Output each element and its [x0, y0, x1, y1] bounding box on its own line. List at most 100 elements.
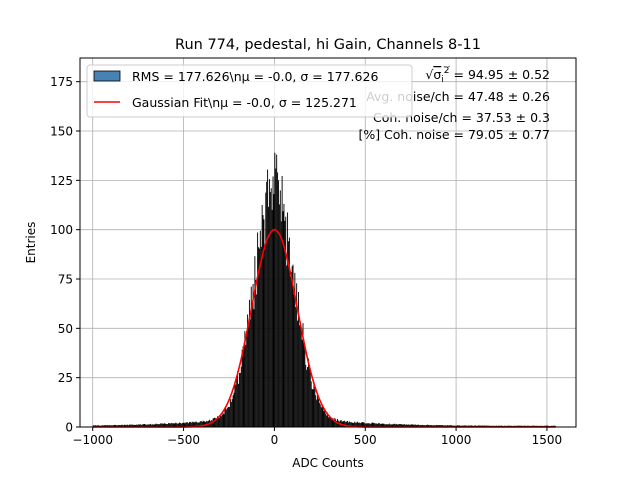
- histogram-bar: [458, 425, 460, 427]
- histogram-bar: [385, 424, 387, 427]
- histogram-bar: [427, 424, 428, 427]
- histogram-bar: [417, 424, 419, 427]
- histogram-bar: [213, 417, 215, 427]
- histogram-bar: [194, 422, 196, 427]
- histogram-bar: [330, 418, 332, 427]
- histogram-bar: [140, 424, 142, 427]
- histogram-bar: [136, 424, 138, 427]
- histogram-bar: [160, 423, 162, 427]
- histogram-bar: [115, 425, 117, 427]
- histogram-bar: [371, 422, 373, 427]
- histogram-bar: [407, 424, 409, 427]
- histogram-bar: [442, 425, 444, 427]
- histogram-bar: [318, 398, 319, 427]
- histogram-bar: [415, 424, 417, 427]
- histogram-bar: [390, 424, 392, 427]
- histogram-bar: [119, 425, 120, 427]
- histogram-bar: [149, 424, 150, 427]
- histogram-bar: [241, 349, 243, 427]
- histogram-bar: [159, 424, 160, 427]
- histogram-bar: [211, 420, 213, 427]
- histogram-bar: [231, 399, 233, 427]
- histogram-bar: [416, 424, 418, 427]
- histogram-bar: [244, 331, 246, 427]
- histogram-bar: [163, 423, 165, 427]
- histogram-bar: [296, 283, 298, 427]
- histogram-bar: [343, 421, 345, 427]
- histogram-bar: [109, 425, 110, 427]
- histogram-bar: [308, 366, 310, 427]
- histogram-bar: [145, 424, 147, 427]
- histogram-bar: [362, 422, 364, 427]
- histogram-bar: [218, 417, 220, 427]
- histogram-bar: [102, 425, 104, 427]
- y-tick-label: 175: [50, 75, 73, 89]
- histogram-bar: [358, 422, 360, 427]
- histogram-bar: [191, 421, 193, 427]
- histogram-bar: [456, 425, 458, 427]
- histogram-bar: [465, 425, 467, 427]
- histogram-bar: [449, 425, 451, 427]
- histogram-bar: [268, 206, 269, 427]
- histogram-bar: [178, 423, 180, 427]
- histogram-bar: [215, 418, 217, 427]
- histogram-bar: [189, 421, 191, 427]
- histogram-bar: [427, 424, 429, 427]
- histogram-bar: [259, 230, 261, 427]
- histogram-bar: [352, 422, 354, 427]
- histogram-bar: [190, 422, 192, 427]
- histogram-bar: [267, 169, 269, 427]
- y-tick-label: 25: [58, 371, 73, 385]
- histogram-bar: [437, 425, 439, 427]
- histogram-bar: [369, 423, 371, 427]
- histogram-bar: [355, 422, 357, 427]
- histogram-bar: [363, 422, 365, 427]
- histogram-bar: [293, 294, 295, 427]
- histogram-bar: [266, 181, 268, 427]
- histogram-bar: [116, 425, 118, 427]
- histogram-bar: [298, 291, 299, 427]
- histogram-bar: [286, 265, 288, 427]
- histogram-bar: [444, 425, 446, 427]
- histogram-bar: [388, 423, 390, 427]
- histogram-bar: [426, 425, 428, 427]
- histogram-bar: [118, 424, 120, 427]
- histogram-bar: [127, 424, 129, 427]
- histogram-bar: [344, 420, 346, 427]
- histogram-bar: [300, 329, 302, 427]
- histogram-bar: [249, 319, 251, 427]
- y-tick-label: 100: [50, 223, 73, 237]
- histogram-bar: [305, 364, 307, 427]
- histogram-bar: [151, 424, 153, 427]
- histogram-bar: [431, 425, 433, 427]
- histogram-bar: [250, 286, 252, 427]
- histogram-bar: [409, 424, 411, 427]
- histogram-bar: [317, 394, 319, 427]
- histogram-bar: [299, 322, 301, 427]
- histogram-bar: [113, 425, 115, 427]
- histogram-bar: [92, 425, 94, 427]
- histogram-bar: [399, 424, 401, 427]
- histogram-bar: [256, 294, 258, 427]
- histogram-bar: [183, 422, 185, 427]
- histogram-bar: [258, 247, 259, 427]
- histogram-bar: [202, 420, 204, 427]
- y-axis-label: Entries: [24, 222, 38, 264]
- histogram-bar: [172, 423, 174, 427]
- histogram-bar: [107, 425, 109, 427]
- histogram-bar: [334, 417, 336, 427]
- histogram-bar: [314, 387, 316, 427]
- histogram-bar: [212, 418, 214, 427]
- y-axis-ticks: 0 25 50 75 100 125 150 175: [50, 75, 80, 435]
- histogram-bar: [387, 424, 389, 427]
- y-tick-label: 50: [58, 322, 73, 336]
- histogram-bar: [308, 358, 309, 427]
- histogram-bar: [294, 272, 296, 427]
- histogram-bar: [436, 425, 438, 427]
- histogram-bar: [383, 423, 385, 427]
- histogram-bar: [164, 423, 166, 427]
- histogram-bar: [447, 425, 449, 427]
- histogram-bar: [129, 424, 131, 427]
- histogram-bar: [263, 219, 265, 427]
